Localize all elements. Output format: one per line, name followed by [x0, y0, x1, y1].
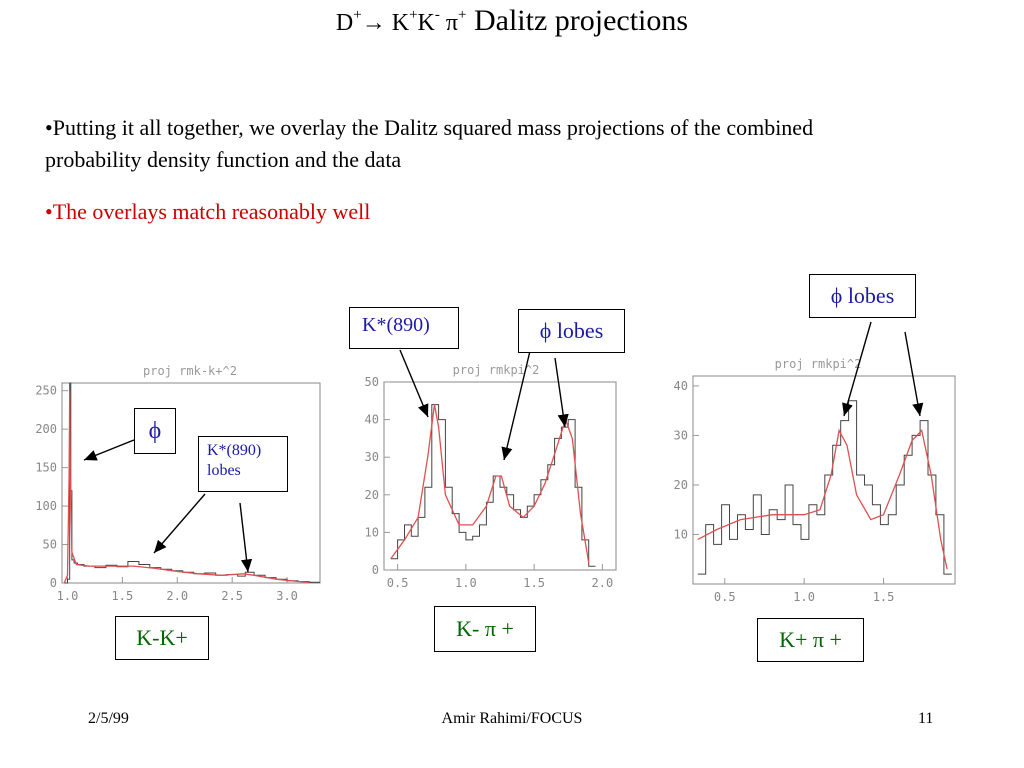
plot-frame: [692, 375, 956, 585]
slide-title: D+→ K+K- π+ Dalitz projections: [0, 4, 1024, 38]
annotation-phi-box: ϕ: [134, 408, 176, 454]
annotation-kstar-lobes-line1: K*(890): [207, 442, 262, 459]
annotation-kstar-label: K*(890): [362, 314, 430, 336]
fit-curve: [63, 390, 310, 584]
annotation-arrows: [83, 321, 924, 573]
histogram-series: [697, 400, 952, 575]
title-sup-1: +: [353, 7, 362, 23]
annotation-phi-lobes-box-2: ϕ lobes: [518, 309, 625, 353]
annotation-kstar-box: K*(890): [349, 307, 459, 349]
annotation-phi-lobes-box-3: ϕ lobes: [809, 274, 916, 318]
process-label-kk-text: K-K+: [136, 625, 188, 650]
title-arrow: →: [361, 10, 386, 36]
plot-title: proj rmkpi^2: [453, 363, 540, 377]
annotation-arrow: [153, 493, 206, 554]
bullet-overlays-match: •The overlays match reasonably well: [45, 199, 371, 224]
x-tick-label: 0.5: [387, 576, 409, 590]
plot-title: proj rmkpi^2: [775, 357, 862, 371]
x-tick-label: 1.5: [112, 589, 134, 603]
y-tick-label: 50: [43, 538, 57, 552]
y-tick-label: 10: [674, 527, 688, 541]
annotation-phi-lobes-label-2: ϕ lobes: [539, 318, 604, 343]
y-tick-label: 200: [35, 422, 57, 436]
bullet-overlay-description: •Putting it all together, we overlay the…: [45, 115, 814, 172]
y-tick-label: 40: [674, 379, 688, 393]
y-tick-label: 20: [674, 478, 688, 492]
process-label-kppi-text: K+ π +: [779, 627, 842, 652]
title-sup-2: +: [409, 7, 418, 23]
y-tick-label: 50: [365, 375, 379, 389]
title-d: D: [335, 10, 354, 36]
annotation-arrow: [83, 439, 135, 461]
annotation-arrow: [399, 349, 429, 418]
title-text: Dalitz projections: [466, 4, 689, 37]
annotation-arrow: [239, 502, 253, 573]
annotation-arrow: [904, 331, 924, 417]
process-label-kppi: K+ π +: [757, 618, 864, 662]
footer-date: 2/5/99: [88, 710, 129, 727]
fit-curve: [390, 404, 590, 563]
process-label-kk: K-K+: [115, 616, 209, 660]
y-tick-label: 40: [365, 413, 379, 427]
x-tick-label: 1.0: [57, 589, 79, 603]
y-tick-label: 150: [35, 461, 57, 475]
histogram-series: [390, 404, 596, 567]
annotation-kstar-lobes-box: K*(890) lobes: [198, 436, 288, 492]
y-tick-label: 20: [365, 488, 379, 502]
y-tick-label: 0: [372, 563, 379, 577]
annotation-arrow: [554, 357, 569, 428]
x-tick-label: 2.0: [592, 576, 614, 590]
y-tick-label: 100: [35, 499, 57, 513]
x-tick-label: 1.0: [793, 590, 815, 604]
plot-title: proj rmk-k+^2: [143, 364, 237, 378]
process-label-kmpi-text: K- π +: [456, 616, 514, 641]
x-tick-label: 2.0: [166, 589, 188, 603]
y-tick-label: 0: [50, 576, 57, 590]
plot-kppi: proj rmkpi^2 10 20 30 40 0.5 1.0 1.5: [674, 357, 956, 604]
footer-page-number: 11: [918, 710, 934, 727]
title-k1: K: [385, 10, 410, 36]
plot-kk: proj rmk-k+^2 0 50 100 150 200 250 1.0 1.5 2.0 2.5…: [35, 364, 321, 603]
footer-author: Amir Rahimi/FOCUS: [441, 710, 583, 727]
x-tick-label: 1.5: [873, 590, 895, 604]
x-tick-label: 3.0: [276, 589, 298, 603]
title-k2: K: [417, 10, 435, 36]
x-tick-label: 2.5: [221, 589, 243, 603]
title-sup-4: +: [458, 7, 467, 23]
y-tick-label: 10: [365, 525, 379, 539]
title-sup-3: -: [434, 7, 440, 23]
plot-kmpi: proj rmkpi^2 0 10 20 30 40 50 0.5 1.0 1.5 2.0: [365, 363, 617, 590]
annotation-arrow: [501, 350, 531, 461]
histogram-series: [64, 382, 320, 584]
process-label-kmpi: K- π +: [434, 606, 536, 652]
x-tick-label: 1.5: [523, 576, 545, 590]
y-tick-label: 30: [674, 428, 688, 442]
annotation-arrow: [842, 321, 872, 417]
annotation-kstar-lobes-line2: lobes: [207, 462, 241, 479]
y-tick-label: 30: [365, 450, 379, 464]
plot-frame: [61, 382, 321, 584]
y-tick-label: 250: [35, 384, 57, 398]
x-tick-label: 0.5: [714, 590, 736, 604]
annotation-phi-lobes-label-3: ϕ lobes: [830, 283, 895, 308]
plot-frame: [383, 381, 617, 571]
annotation-phi-label: ϕ: [148, 418, 162, 444]
fit-curve: [697, 428, 948, 570]
title-pi: π: [439, 10, 458, 36]
x-tick-label: 1.0: [455, 576, 477, 590]
